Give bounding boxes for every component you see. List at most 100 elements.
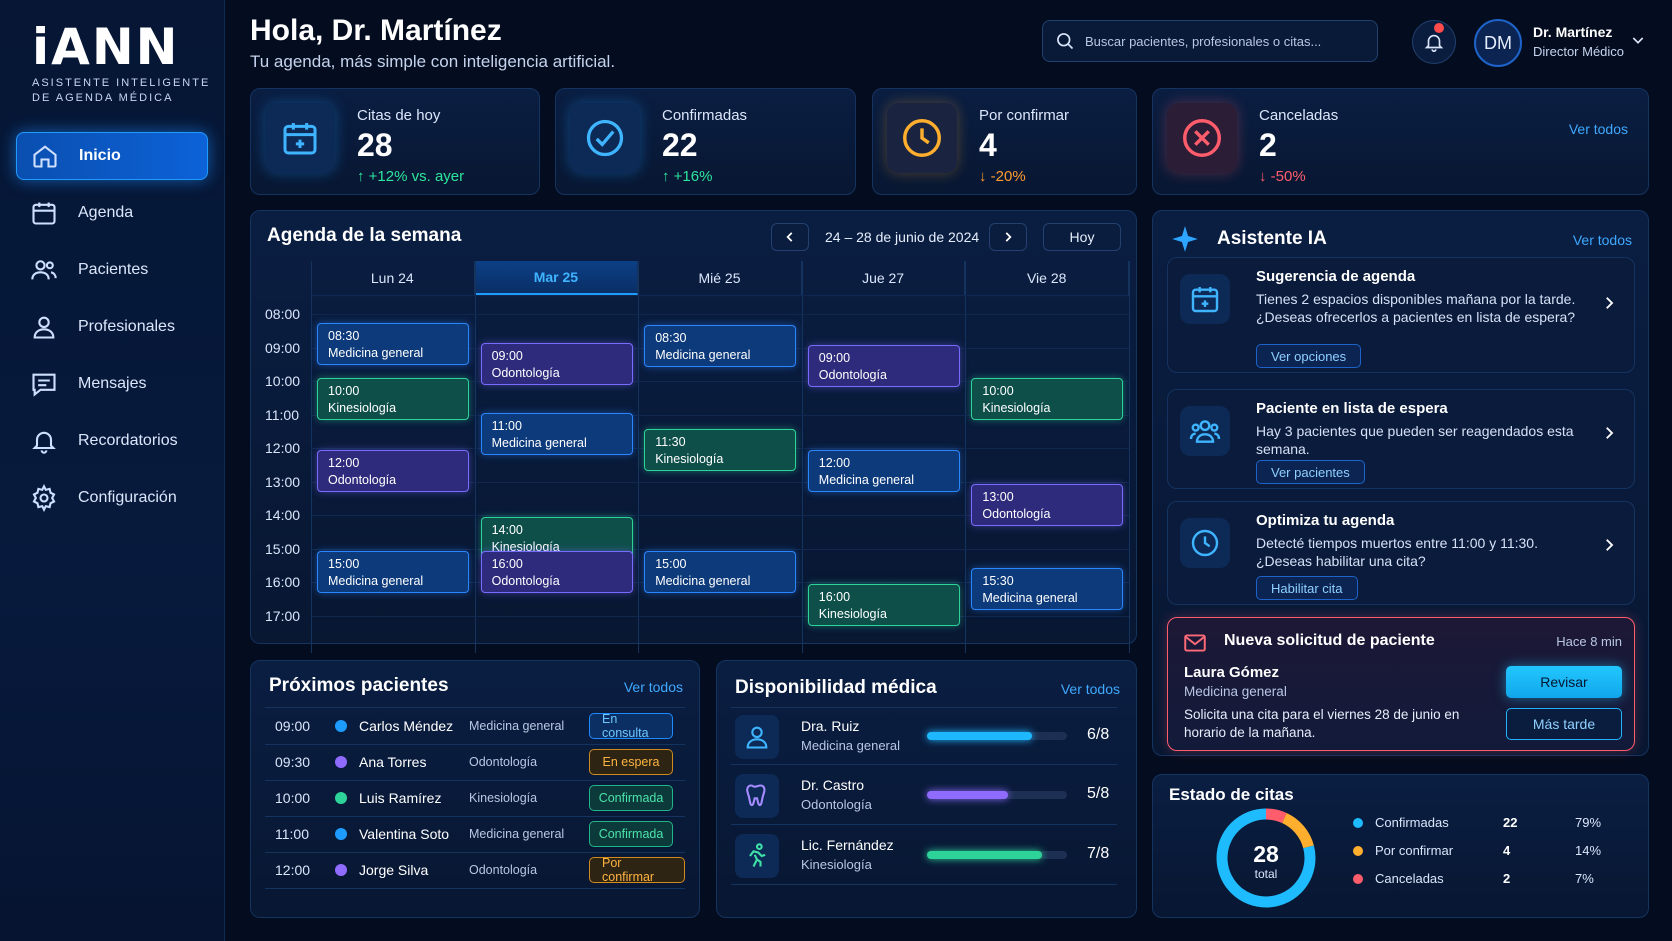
assistant-title: Asistente IA bbox=[1217, 228, 1327, 249]
enable-slot-button[interactable]: Habilitar cita bbox=[1256, 576, 1358, 600]
review-button[interactable]: Revisar bbox=[1506, 666, 1622, 698]
sidebar-item-pacientes[interactable]: Pacientes bbox=[16, 246, 208, 294]
table-row[interactable]: 09:30 Ana Torres Odontología En espera bbox=[265, 743, 685, 781]
assistant-view-all-link[interactable]: Ver todos bbox=[1572, 232, 1632, 248]
appointment-block[interactable]: 09:00 Odontología bbox=[807, 344, 960, 387]
sidebar-item-inicio[interactable]: Inicio bbox=[16, 132, 208, 180]
appointment-block[interactable]: 10:00 Kinesiología bbox=[971, 378, 1124, 421]
sidebar-item-recordatorios[interactable]: Recordatorios bbox=[16, 417, 208, 465]
hour-label: 15:00 bbox=[265, 540, 301, 557]
patient-time: 11:00 bbox=[275, 825, 309, 842]
list-item[interactable]: Lic. Fernández Kinesiología 7/8 bbox=[731, 827, 1117, 885]
grid-line bbox=[311, 414, 1129, 416]
legend-count: 22 bbox=[1503, 815, 1518, 830]
later-button[interactable]: Más tarde bbox=[1506, 708, 1622, 740]
page-title: Hola, Dr. Martínez bbox=[250, 14, 502, 47]
chevron-right-icon[interactable] bbox=[1600, 536, 1618, 554]
sidebar-item-profesionales[interactable]: Profesionales bbox=[16, 303, 208, 351]
status-badge: Confirmada bbox=[589, 784, 673, 811]
sidebar-item-agenda[interactable]: Agenda bbox=[16, 189, 208, 237]
professional-specialty: Kinesiología bbox=[801, 857, 872, 872]
appointment-block[interactable]: 15:30 Medicina general bbox=[971, 567, 1124, 610]
day-header[interactable]: Lun 24 bbox=[311, 261, 475, 295]
table-row[interactable]: 11:00 Valentina Soto Medicina general Co… bbox=[265, 815, 685, 853]
upcoming-view-all-link[interactable]: Ver todos bbox=[623, 679, 683, 695]
sidebar: iANN ASISTENTE INTELIGENTE DE AGENDA MÉD… bbox=[0, 0, 225, 941]
appointment-block[interactable]: 12:00 Odontología bbox=[317, 450, 469, 493]
hour-label: 09:00 bbox=[265, 339, 301, 356]
stat-card-today[interactable]: Citas de hoy 28 ↑ +12% vs. ayer bbox=[250, 88, 540, 195]
appointment-time: 08:30 bbox=[655, 330, 687, 345]
x-circle-icon bbox=[1183, 119, 1221, 157]
patient-specialty: Medicina general bbox=[469, 826, 565, 841]
table-row[interactable]: 09:00 Carlos Méndez Medicina general En … bbox=[265, 707, 685, 745]
view-options-button[interactable]: Ver opciones bbox=[1256, 344, 1362, 368]
appointment-time: 11:30 bbox=[655, 434, 686, 449]
appointment-block[interactable]: 15:00 Medicina general bbox=[644, 550, 797, 593]
ai-waitlist-card[interactable]: Paciente en lista de espera Hay 3 pacien… bbox=[1167, 389, 1635, 489]
ai-optimize-card[interactable]: Optimiza tu agenda Detecté tiempos muert… bbox=[1167, 501, 1635, 605]
prev-week-button[interactable] bbox=[771, 223, 809, 251]
appointment-specialty: Medicina general bbox=[655, 573, 751, 588]
brand-logo: iANN ASISTENTE INTELIGENTE DE AGENDA MÉD… bbox=[32, 22, 210, 106]
hour-label: 12:00 bbox=[265, 440, 301, 456]
day-header[interactable]: Mar 25 bbox=[474, 261, 639, 295]
availability-ratio: 7/8 bbox=[1087, 845, 1110, 862]
appointment-time: 11:00 bbox=[491, 419, 522, 434]
user-role: Director Médico bbox=[1533, 44, 1625, 59]
availability-view-all-link[interactable]: Ver todos bbox=[1060, 681, 1120, 697]
sidebar-item-mensajes[interactable]: Mensajes bbox=[16, 360, 208, 408]
sidebar-item-configuracion[interactable]: Configuración bbox=[16, 474, 208, 522]
appointment-specialty: Kinesiología bbox=[818, 607, 887, 622]
appointment-block[interactable]: 08:30 Medicina general bbox=[644, 324, 797, 367]
appointment-block[interactable]: 15:00 Medicina general bbox=[317, 550, 469, 593]
legend-label: Por confirmar bbox=[1375, 843, 1454, 858]
day-header[interactable]: Mié 25 bbox=[638, 261, 802, 295]
appointment-block[interactable]: 11:30 Kinesiología bbox=[644, 428, 797, 471]
cancelled-view-all-link[interactable]: Ver todos bbox=[1568, 121, 1628, 137]
today-button[interactable]: Hoy bbox=[1043, 223, 1121, 251]
appointment-time: 15:00 bbox=[328, 556, 360, 571]
day-divider bbox=[801, 261, 803, 653]
stat-card-pending[interactable]: Por confirmar 4 ↓ -20% bbox=[872, 88, 1137, 195]
list-item[interactable]: Dra. Ruiz Medicina general 6/8 bbox=[731, 707, 1117, 765]
stat-value: 4 bbox=[979, 127, 997, 163]
appointment-block[interactable]: 16:00 Kinesiología bbox=[807, 584, 960, 627]
appointment-block[interactable]: 13:00 Odontología bbox=[971, 483, 1124, 526]
appointment-block[interactable]: 11:00 Medicina general bbox=[480, 413, 633, 456]
professional-specialty: Odontología bbox=[801, 797, 872, 812]
appointment-block[interactable]: 12:00 Medicina general bbox=[807, 450, 960, 493]
hour-label: 11:00 bbox=[265, 406, 299, 423]
list-item[interactable]: Dr. Castro Odontología 5/8 bbox=[731, 767, 1117, 825]
day-header[interactable]: Vie 28 bbox=[965, 261, 1129, 295]
chevron-right-icon[interactable] bbox=[1600, 294, 1618, 312]
ai-suggestion-card[interactable]: Sugerencia de agenda Tienes 2 espacios d… bbox=[1167, 257, 1635, 373]
page-subtitle: Tu agenda, más simple con inteligencia a… bbox=[250, 52, 616, 71]
stat-card-cancelled[interactable]: Canceladas 2 ↓ -50% Ver todos bbox=[1152, 88, 1649, 195]
appointment-block[interactable]: 08:30 Medicina general bbox=[317, 323, 469, 366]
chevron-right-icon[interactable] bbox=[1600, 424, 1618, 442]
appointment-time: 15:30 bbox=[982, 573, 1014, 588]
next-week-button[interactable] bbox=[989, 223, 1027, 251]
legend-count: 2 bbox=[1503, 871, 1511, 886]
appointment-block[interactable]: 16:00 Odontología bbox=[480, 550, 633, 593]
appointment-time: 09:00 bbox=[491, 349, 523, 364]
request-specialty: Medicina general bbox=[1184, 684, 1287, 699]
table-row[interactable]: 12:00 Jorge Silva Odontología Por confir… bbox=[265, 851, 685, 889]
table-row[interactable]: 10:00 Luis Ramírez Kinesiología Confirma… bbox=[265, 779, 685, 817]
gear-icon bbox=[32, 484, 56, 512]
appointment-block[interactable]: 10:00 Kinesiología bbox=[317, 378, 469, 421]
sidebar-item-label: Recordatorios bbox=[78, 432, 178, 449]
runner-icon bbox=[749, 843, 766, 867]
appointment-time: 09:00 bbox=[818, 350, 851, 365]
day-header[interactable]: Jue 27 bbox=[802, 261, 966, 295]
stat-card-confirmed[interactable]: Confirmadas 22 ↑ +16% bbox=[555, 88, 856, 195]
avatar[interactable]: DM bbox=[1474, 19, 1522, 67]
search-input[interactable]: Buscar pacientes, profesionales o citas.… bbox=[1042, 20, 1378, 62]
calendar-icon bbox=[32, 202, 56, 225]
stat-label: Citas de hoy bbox=[357, 107, 441, 124]
status-total-label: total bbox=[1254, 867, 1278, 881]
appointment-block[interactable]: 09:00 Odontología bbox=[480, 343, 633, 386]
chevron-down-icon[interactable] bbox=[1630, 32, 1646, 48]
view-patients-button[interactable]: Ver pacientes bbox=[1256, 460, 1365, 484]
